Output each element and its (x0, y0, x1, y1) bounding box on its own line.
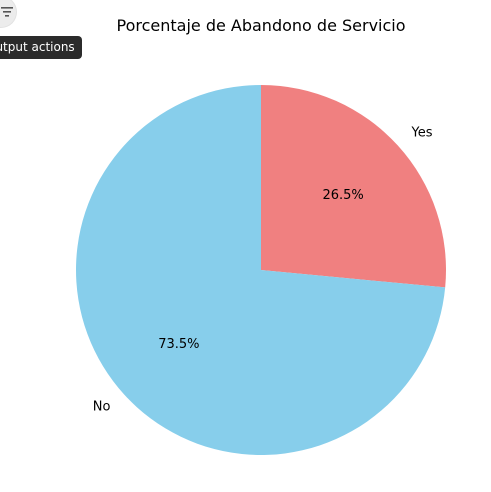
pie-labels: Yes 26.5% No 73.5% (93, 126, 433, 415)
output-actions-tooltip: Output actions (0, 36, 82, 59)
slice-label-no: No (93, 399, 111, 414)
pie-slices (76, 85, 447, 456)
slice-label-yes: Yes (411, 126, 433, 141)
pie-slice-no (76, 85, 446, 456)
slice-percent-yes: 26.5% (322, 188, 363, 203)
output-actions-button[interactable] (0, 0, 16, 27)
pie-slice-yes (261, 85, 447, 288)
filter-lines-icon (1, 7, 13, 17)
chart-title: Porcentaje de Abandono de Servicio (116, 16, 405, 35)
slice-percent-no: 73.5% (158, 337, 199, 352)
